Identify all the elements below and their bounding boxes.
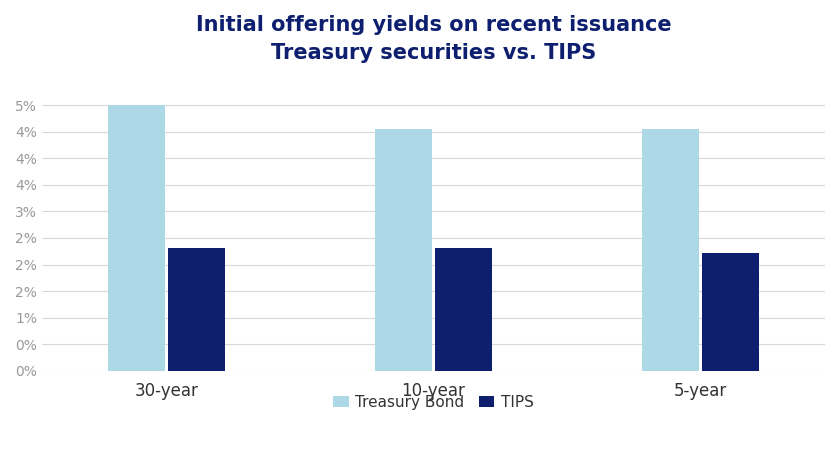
Bar xyxy=(108,105,165,371)
Legend: Treasury Bond, TIPS: Treasury Bond, TIPS xyxy=(328,388,539,416)
Bar xyxy=(435,247,492,371)
Bar xyxy=(375,129,432,371)
Bar xyxy=(702,253,759,371)
Bar xyxy=(168,247,225,371)
Bar xyxy=(642,129,699,371)
Title: Initial offering yields on recent issuance
Treasury securities vs. TIPS: Initial offering yields on recent issuan… xyxy=(196,15,671,63)
